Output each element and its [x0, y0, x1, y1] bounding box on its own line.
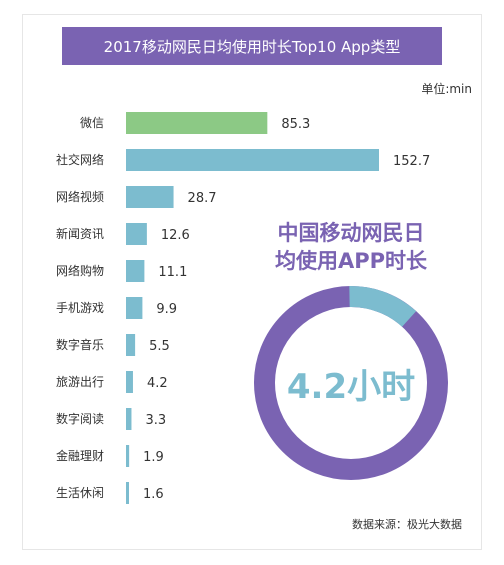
bar-value-label: 9.9: [156, 302, 177, 317]
bar-value-label: 85.3: [281, 117, 310, 132]
callout-value: 4.2小时: [287, 367, 415, 407]
category-label: 旅游出行: [56, 375, 104, 389]
bar: [126, 112, 268, 134]
bar: [126, 482, 129, 504]
bar: [126, 445, 130, 467]
category-label: 网络视频: [56, 189, 104, 204]
bar-value-label: 152.7: [393, 154, 430, 169]
source-note: 数据来源：极光大数据: [352, 518, 462, 531]
category-label: 手机游戏: [56, 301, 104, 315]
callout-title-line2: 均使用APP时长: [275, 249, 428, 273]
bar: [126, 408, 132, 430]
bar-value-label: 5.5: [149, 339, 170, 354]
chart-title: 2017移动网民日均使用时长Top10 App类型: [62, 27, 442, 65]
bar-value-label: 28.7: [188, 191, 217, 206]
bar-value-label: 1.9: [143, 450, 164, 465]
category-label: 数字音乐: [56, 337, 104, 352]
bar: [126, 371, 133, 393]
bar-value-label: 3.3: [145, 413, 166, 428]
bar: [126, 223, 147, 245]
donut-group: [254, 286, 448, 480]
category-label: 微信: [80, 116, 104, 130]
unit-label: 单位:min: [421, 82, 472, 96]
bar: [126, 260, 145, 282]
bar: [126, 297, 143, 319]
bar-value-label: 4.2: [147, 376, 168, 391]
callout-title-line1: 中国移动网民日: [278, 221, 425, 245]
donut-slice: [254, 286, 448, 480]
bar-value-label: 1.6: [143, 487, 164, 502]
category-label: 新闻资讯: [56, 226, 104, 241]
category-label: 社交网络: [56, 152, 104, 167]
category-label: 金融理财: [56, 448, 104, 463]
category-label: 生活休闲: [56, 486, 104, 500]
category-label: 网络购物: [56, 263, 104, 278]
bar-value-label: 12.6: [161, 228, 190, 243]
bar-value-label: 11.1: [158, 265, 187, 280]
bar: [126, 334, 136, 356]
bar: [126, 186, 174, 208]
bar-group: 微信 85.3 社交网络 152.7 网络视频 28.7 新闻资讯 12.6 网络购物 11.1 手…: [56, 112, 430, 504]
category-label: 数字阅读: [56, 411, 104, 426]
bar: [126, 149, 379, 171]
